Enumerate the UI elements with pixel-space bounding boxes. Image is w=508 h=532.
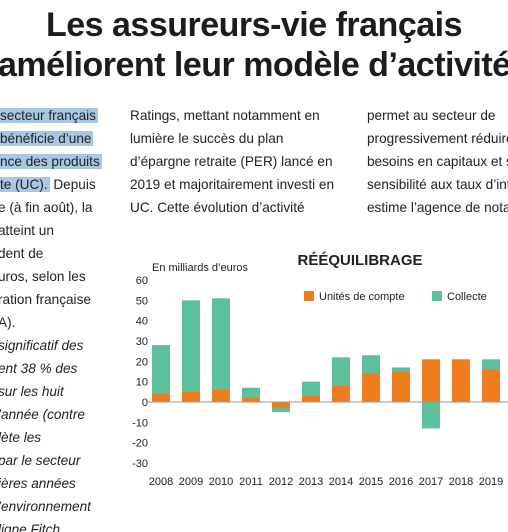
article-col3-line: sensibilité aux taux d’int bbox=[367, 177, 508, 192]
article-col1-line-text: e (à fin août), la bbox=[0, 200, 93, 215]
y-tick-label: -20 bbox=[132, 438, 148, 450]
article-col1-line-text: lète les bbox=[0, 430, 42, 445]
bar-unites-de-compte-2008 bbox=[152, 393, 170, 402]
x-tick-label: 2018 bbox=[449, 476, 473, 488]
article-col1-line: uros, selon les bbox=[0, 265, 116, 288]
article-col1-line-text: ières années bbox=[0, 476, 76, 491]
article-col1-line: te (UC). Depuis bbox=[0, 173, 116, 196]
bar-unites-de-compte-2018 bbox=[452, 359, 470, 402]
article-col3-line: besoins en capitaux et s bbox=[367, 154, 508, 169]
article-col1-line-text: secteur français bbox=[0, 108, 98, 123]
article-col1-line-text: ent 38 % des bbox=[0, 361, 78, 376]
article-col2-line: Ratings, mettant notamment en bbox=[130, 108, 320, 123]
article-col1-line-text: uros, selon les bbox=[0, 269, 86, 284]
headline-line-1: Les assureurs-vie français bbox=[45, 6, 463, 44]
article-col1-line: secteur français bbox=[0, 104, 116, 127]
article-col1-line-text: ’année (contre bbox=[0, 407, 85, 422]
legend-label: Collecte bbox=[447, 291, 487, 303]
article-column-1: secteur français bénéficie d’une nce des p… bbox=[0, 104, 116, 532]
article-col1-line-text: te (UC). bbox=[0, 177, 50, 192]
bar-collecte-2009 bbox=[182, 300, 200, 402]
legend-swatch-collecte bbox=[432, 291, 442, 301]
x-tick-label: 2012 bbox=[269, 476, 293, 488]
bar-unites-de-compte-2012 bbox=[272, 402, 290, 409]
bar-unites-de-compte-2014 bbox=[332, 385, 350, 402]
article-col1-line-text: bénéficie d’une bbox=[0, 131, 94, 146]
article-col1-line: A). bbox=[0, 311, 116, 334]
article-col1-line-text: significatif des bbox=[0, 338, 84, 353]
chart-title: RÉÉQUILIBRAGE bbox=[297, 252, 422, 269]
bar-unites-de-compte-2010 bbox=[212, 389, 230, 402]
y-tick-label: 0 bbox=[142, 397, 148, 409]
y-tick-label: 30 bbox=[136, 336, 148, 348]
article-col1-line: atteint un bbox=[0, 219, 116, 242]
article-col1-line: ’environnement bbox=[0, 495, 116, 518]
article-col1-line: ’année (contre bbox=[0, 403, 116, 426]
legend-swatch-unites-de-compte bbox=[304, 291, 314, 301]
bar-unites-de-compte-2015 bbox=[362, 373, 380, 402]
article-col1-line-text: ligne Fitch bbox=[0, 522, 60, 532]
article-col1-line: ières années bbox=[0, 472, 116, 495]
article-col1-line-text: sur les huit bbox=[0, 384, 64, 399]
bar-unites-de-compte-2011 bbox=[242, 397, 260, 402]
x-tick-label: 2010 bbox=[209, 476, 233, 488]
y-tick-label: 60 bbox=[136, 275, 148, 287]
x-tick-label: 2013 bbox=[299, 476, 323, 488]
bar-unites-de-compte-2013 bbox=[302, 395, 320, 402]
article-col3-line: permet au secteur de bbox=[367, 108, 496, 123]
article-col1-line-rest: Depuis bbox=[49, 177, 96, 192]
legend-label: Unités de compte bbox=[319, 291, 405, 303]
x-tick-label: 2016 bbox=[389, 476, 413, 488]
article-column-3: permet au secteur de progressivement rédu… bbox=[367, 104, 508, 219]
y-tick-label: 50 bbox=[136, 295, 148, 307]
article-col1-line-text: A). bbox=[0, 315, 16, 330]
bar-collecte-2008 bbox=[152, 345, 170, 402]
x-tick-label: 2009 bbox=[179, 476, 203, 488]
bar-unites-de-compte-2017 bbox=[422, 359, 440, 402]
reequilibrage-chart: RÉÉQUILIBRAGE En milliards d’euros Unités … bbox=[132, 252, 508, 488]
article-col3-line: progressivement réduire bbox=[367, 131, 508, 146]
article-col2-line: 2019 et majoritairement investi en bbox=[130, 177, 335, 192]
y-tick-label: 20 bbox=[136, 356, 148, 368]
y-tick-label: -10 bbox=[132, 417, 148, 429]
article-col1-line: par le secteur bbox=[0, 449, 116, 472]
article-col2-line: d’épargne retraite (PER) lancé en bbox=[130, 154, 333, 169]
x-tick-label: 2008 bbox=[149, 476, 173, 488]
article-col1-line-text: nce des produits bbox=[0, 154, 102, 169]
headline-line-2: améliorent leur modèle d’activité bbox=[0, 46, 508, 84]
article-col1-line-text: dent de bbox=[0, 246, 44, 261]
bar-unites-de-compte-2009 bbox=[182, 391, 200, 402]
article-col2-line: UC. Cette évolution d’activité bbox=[130, 200, 305, 215]
article-col1-line: dent de bbox=[0, 242, 116, 265]
bar-unites-de-compte-2019 bbox=[482, 369, 500, 402]
y-tick-label: 40 bbox=[136, 316, 148, 328]
article-col1-line: significatif des bbox=[0, 334, 116, 357]
x-tick-label: 2011 bbox=[239, 476, 263, 488]
bar-collecte-2017 bbox=[422, 402, 440, 429]
y-tick-label: 10 bbox=[136, 377, 148, 389]
article-col1-line: nce des produits bbox=[0, 150, 116, 173]
article-col1-line: e (à fin août), la bbox=[0, 196, 116, 219]
bar-collecte-2010 bbox=[212, 298, 230, 402]
x-tick-label: 2019 bbox=[479, 476, 503, 488]
article-col1-line-text: ration française bbox=[0, 292, 91, 307]
article-col1-line: ligne Fitch bbox=[0, 518, 116, 532]
article-col1-line-text: par le secteur bbox=[0, 453, 81, 468]
x-tick-label: 2015 bbox=[359, 476, 383, 488]
article-column-2: Ratings, mettant notamment en lumière le … bbox=[130, 104, 345, 219]
article-col1-line: ent 38 % des bbox=[0, 357, 116, 380]
article-col1-line: lète les bbox=[0, 426, 116, 449]
article-col1-line: bénéficie d’une bbox=[0, 127, 116, 150]
article-col2-line: lumière le succès du plan bbox=[130, 131, 284, 146]
y-axis-label: En milliards d’euros bbox=[152, 262, 248, 274]
article-col1-line-text: ’environnement bbox=[0, 499, 91, 514]
article-col1-line: sur les huit bbox=[0, 380, 116, 403]
x-tick-label: 2017 bbox=[419, 476, 443, 488]
article-col1-line-text: atteint un bbox=[0, 223, 54, 238]
bar-unites-de-compte-2016 bbox=[392, 371, 410, 402]
article-col3-line: estime l’agence de nota bbox=[367, 200, 508, 215]
y-tick-label: -30 bbox=[132, 458, 148, 470]
article-col1-line: ration française bbox=[0, 288, 116, 311]
x-tick-label: 2014 bbox=[329, 476, 353, 488]
